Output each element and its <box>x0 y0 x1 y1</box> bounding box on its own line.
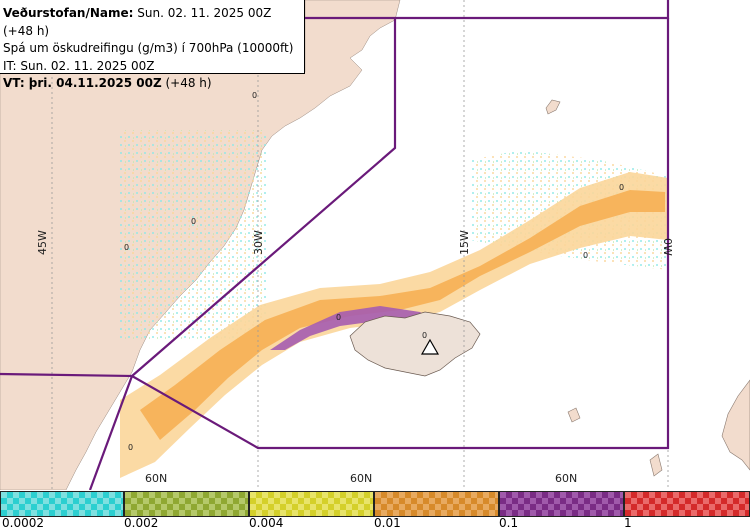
forecast-description: Spá um öskudreifingu (g/m3) í 700hPa (10… <box>3 41 294 55</box>
meridian-label-15w: 15W <box>458 230 471 255</box>
shetland-islands <box>649 453 663 477</box>
legend-swatch-3 <box>249 491 374 517</box>
svalbard-island <box>545 99 561 115</box>
valid-time-label: VT: þri. 04.11.2025 00Z <box>3 76 162 90</box>
ash-dispersion-map: 45W 30W 15W 0W 60N 60N 60N 0 0 0 0 0 0 0… <box>0 0 750 490</box>
zero-marker: 0 <box>422 331 427 340</box>
legend-swatch-1 <box>0 491 124 517</box>
legend-label: 0.004 <box>249 516 284 530</box>
legend-swatch-4 <box>374 491 499 517</box>
legend-label: 0.01 <box>374 516 401 530</box>
zero-marker: 0 <box>336 313 341 322</box>
legend-label: 1 <box>624 516 632 530</box>
concentration-legend: 0.0002 0.002 0.004 0.01 0.1 1 <box>0 490 750 532</box>
zero-marker: 0 <box>128 443 133 452</box>
meridian-label-0w: 0W <box>661 238 674 256</box>
zero-marker: 0 <box>191 217 196 226</box>
faroe-islands <box>567 407 581 423</box>
norway-coast <box>721 379 750 471</box>
volcano-triangle-icon <box>420 338 440 355</box>
parallel-label-1: 60N <box>145 472 167 485</box>
meridian-label-30w: 30W <box>252 230 265 255</box>
initial-time: IT: Sun. 02. 11. 2025 00Z <box>3 58 155 73</box>
issuer-label: Veðurstofan/Name: <box>3 6 134 20</box>
forecast-info-box: Veðurstofan/Name: Sun. 02. 11. 2025 00Z … <box>0 0 305 90</box>
issuer-line: Veðurstofan/Name: Sun. 02. 11. 2025 00Z … <box>3 5 304 40</box>
legend-swatch-5 <box>499 491 624 517</box>
zero-marker: 0 <box>252 91 257 100</box>
zero-marker: 0 <box>583 251 588 260</box>
legend-label: 0.0002 <box>2 516 44 530</box>
legend-swatch-2 <box>124 491 249 517</box>
ash-plume-orange <box>140 190 665 440</box>
ash-speckle-greenland <box>118 130 268 340</box>
valid-time-lead: (+48 h) <box>161 76 212 90</box>
legend-label: 0.002 <box>124 516 159 530</box>
zero-marker: 0 <box>124 243 129 252</box>
parallel-label-2: 60N <box>350 472 372 485</box>
fir-boundary <box>0 0 670 490</box>
zero-marker: 0 <box>619 183 624 192</box>
issue-time-text: Sun. 02. 11. 2025 00Z (+48 h) <box>3 6 272 38</box>
parallel-label-3: 60N <box>555 472 577 485</box>
meridian-label-45w: 45W <box>36 230 49 255</box>
iceland-landmass <box>349 311 481 377</box>
legend-swatch-6 <box>624 491 750 517</box>
valid-time-line: VT: þri. 04.11.2025 00Z (+48 h) <box>3 75 304 93</box>
legend-label: 0.1 <box>499 516 519 530</box>
